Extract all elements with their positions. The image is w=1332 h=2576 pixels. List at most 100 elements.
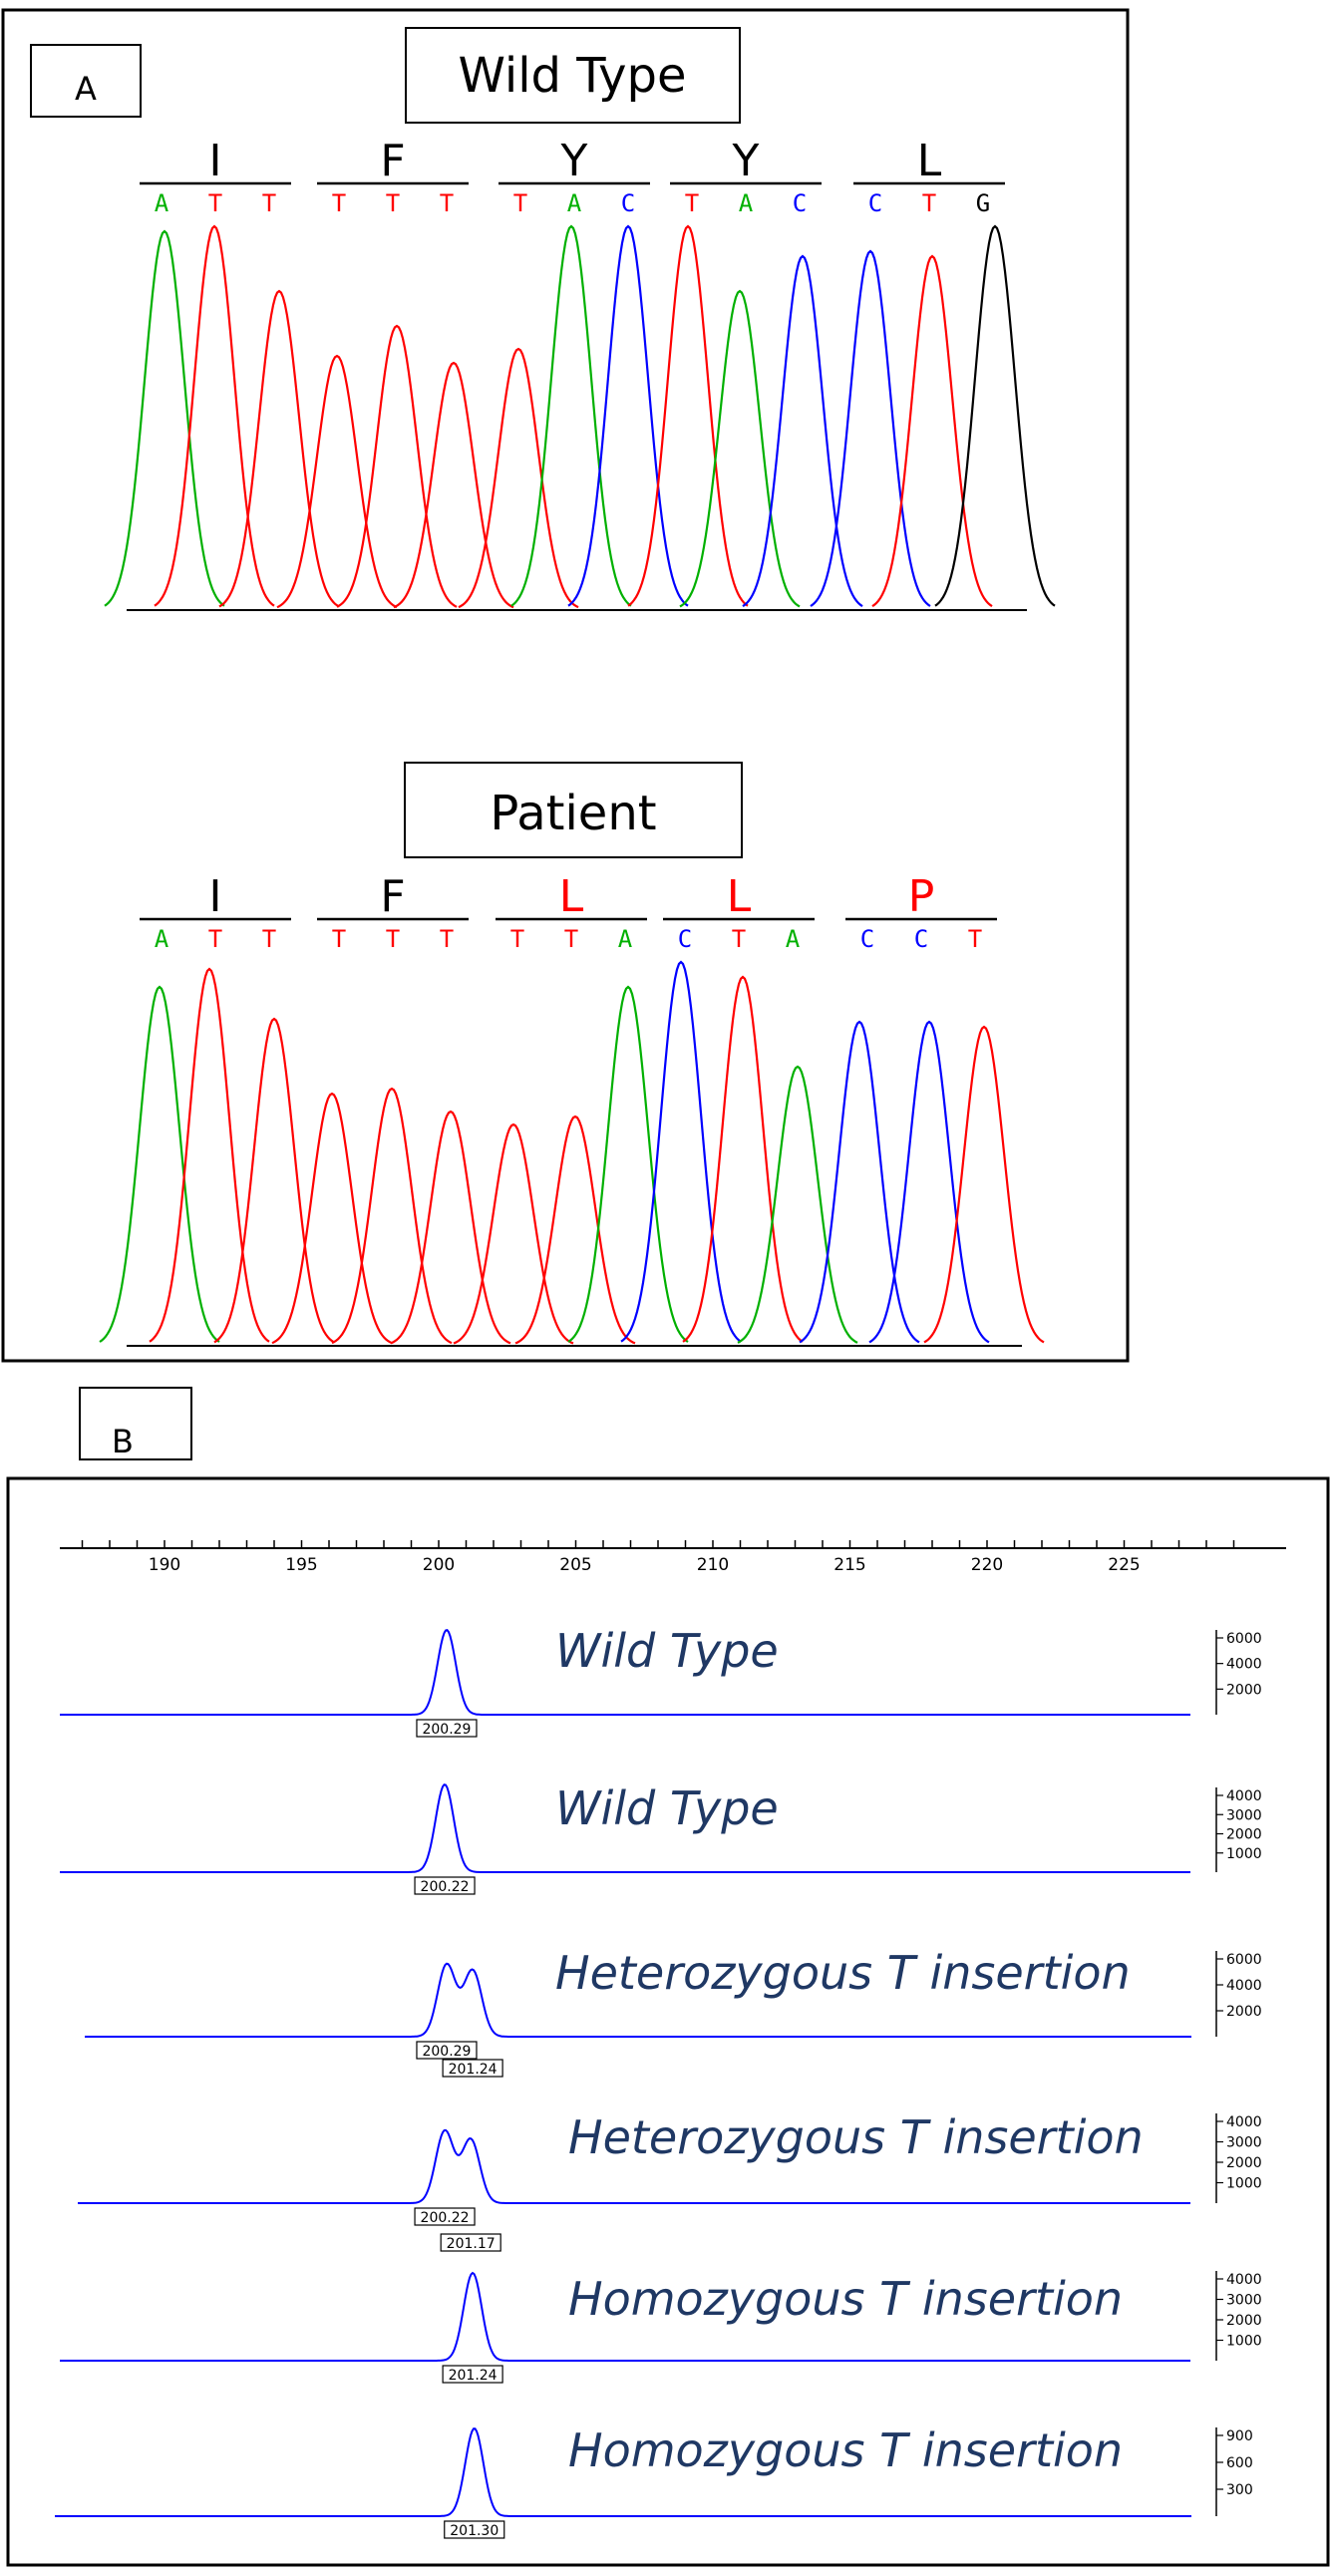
wild-type-title: Wild Type [458, 48, 686, 104]
base-peak-t [149, 967, 270, 1343]
base-call-label: T [510, 925, 524, 953]
panel-a-label: A [75, 70, 97, 108]
size-axis-tick-label: 220 [971, 1555, 1003, 1575]
base-call-label: T [440, 189, 454, 217]
fragment-trace [60, 2271, 1190, 2362]
peak-size-label-box [444, 2520, 505, 2539]
base-peak-t [627, 224, 749, 607]
base-peak-a [679, 289, 801, 608]
base-call-label: G [976, 189, 990, 217]
base-call-label: C [868, 189, 882, 217]
peak-size-label: 200.22 [421, 1879, 470, 1895]
fragment-trace [60, 1783, 1190, 1873]
base-call-label: C [914, 925, 928, 953]
base-call-label: A [739, 189, 754, 217]
base-peak-t [390, 1110, 511, 1345]
patient-codon-row: IA T TFT T TLT T ALC T APC C T [140, 871, 997, 953]
base-call-label: T [564, 925, 578, 953]
amino-acid-label: I [209, 871, 222, 922]
size-axis-tick-label: 200 [423, 1555, 455, 1575]
genotype-label: Heterozygous T insertion [568, 2110, 1144, 2164]
genotype-label: Wild Type [555, 1781, 779, 1835]
peak-size-label-box [442, 2365, 503, 2384]
genotype-label: Heterozygous T insertion [555, 1946, 1131, 2000]
panel-a-label-box [30, 44, 142, 118]
amino-acid-label: I [209, 136, 222, 186]
intensity-tick-label: 600 [1226, 2455, 1253, 2471]
base-call-label: C [860, 925, 874, 953]
intensity-tick-label: 2000 [1226, 1682, 1262, 1698]
base-call-label: T [386, 925, 400, 953]
base-call-label: T [208, 189, 222, 217]
base-call-label: A [155, 189, 169, 217]
intensity-tick-label: 2000 [1226, 1827, 1262, 1843]
base-call-label: C [678, 925, 692, 953]
base-call-label: T [262, 189, 276, 217]
base-peak-c [810, 249, 931, 607]
peak-size-label: 200.22 [421, 2210, 470, 2226]
genotype-label: Wild Type [555, 1624, 779, 1678]
amino-acid-label: Y [560, 136, 588, 186]
intensity-tick-label: 4000 [1226, 2114, 1262, 2130]
base-call-label: A [567, 189, 582, 217]
base-call-label: T [513, 189, 527, 217]
base-peak-t [682, 975, 804, 1343]
base-peak-t [154, 224, 275, 607]
peak-size-label: 201.30 [450, 2523, 499, 2539]
size-axis-tick-label: 190 [149, 1555, 180, 1575]
wild-type-chromatogram [104, 224, 1056, 611]
base-peak-a [510, 224, 632, 607]
fragment-traces: Wild Type 200.29 6000 4000 2000 Wild Type 200.… [55, 1624, 1262, 2539]
base-peak-a [737, 1065, 858, 1344]
base-peak-t [218, 289, 340, 608]
intensity-tick-label: 3000 [1226, 1807, 1262, 1823]
intensity-tick-label: 2000 [1226, 2004, 1262, 2020]
base-peak-c [567, 224, 689, 607]
base-peak-t [458, 347, 579, 609]
base-peak-t [393, 361, 514, 609]
fragment-trace [60, 1628, 1190, 1716]
base-peak-a [99, 985, 220, 1343]
base-call-label: T [922, 189, 936, 217]
intensity-tick-label: 6000 [1226, 1952, 1262, 1968]
patient-chromatogram [99, 960, 1045, 1347]
peak-size-label-box [440, 2233, 501, 2252]
intensity-tick-label: 1000 [1226, 2176, 1262, 2192]
peak-size-label-box [416, 1719, 478, 1738]
base-call-label: T [332, 189, 346, 217]
base-call-label: T [968, 925, 982, 953]
base-peak-t [453, 1123, 574, 1345]
base-peak-t [331, 1087, 453, 1345]
patient-title-box [404, 762, 743, 858]
intensity-tick-label: 3000 [1226, 2293, 1262, 2309]
intensity-tick-label: 900 [1226, 2428, 1253, 2444]
intensity-tick-label: 4000 [1226, 1978, 1262, 1994]
amino-acid-label: L [917, 136, 942, 186]
size-axis-tick-label: 215 [833, 1555, 865, 1575]
base-peak-c [868, 1020, 990, 1344]
base-call-label: T [732, 925, 746, 953]
base-peak-c [620, 960, 742, 1343]
wild-type-codon-row: IA T TFT T TYT A CYT A CLC T G [140, 136, 1005, 217]
base-call-label: C [793, 189, 807, 217]
amino-acid-label: L [727, 871, 752, 922]
amino-acid-label: P [908, 871, 935, 922]
genotype-label: Homozygous T insertion [568, 2272, 1123, 2326]
base-peak-t [213, 1017, 335, 1344]
amino-acid-label: F [380, 871, 405, 922]
fragment-trace [55, 2427, 1191, 2517]
base-peak-a [567, 985, 689, 1343]
peak-size-label-box [414, 1876, 476, 1895]
intensity-tick-label: 1000 [1226, 2334, 1262, 2350]
base-call-label: T [685, 189, 699, 217]
wild-type-title-box [405, 27, 741, 124]
base-peak-a [104, 229, 225, 607]
base-peak-t [923, 1025, 1045, 1344]
base-peak-c [799, 1020, 920, 1344]
peak-size-label: 201.17 [447, 2236, 496, 2252]
base-peak-g [934, 224, 1056, 607]
fragment-trace [85, 1962, 1191, 2038]
base-call-label: A [618, 925, 633, 953]
peak-size-label: 200.29 [422, 1722, 471, 1738]
